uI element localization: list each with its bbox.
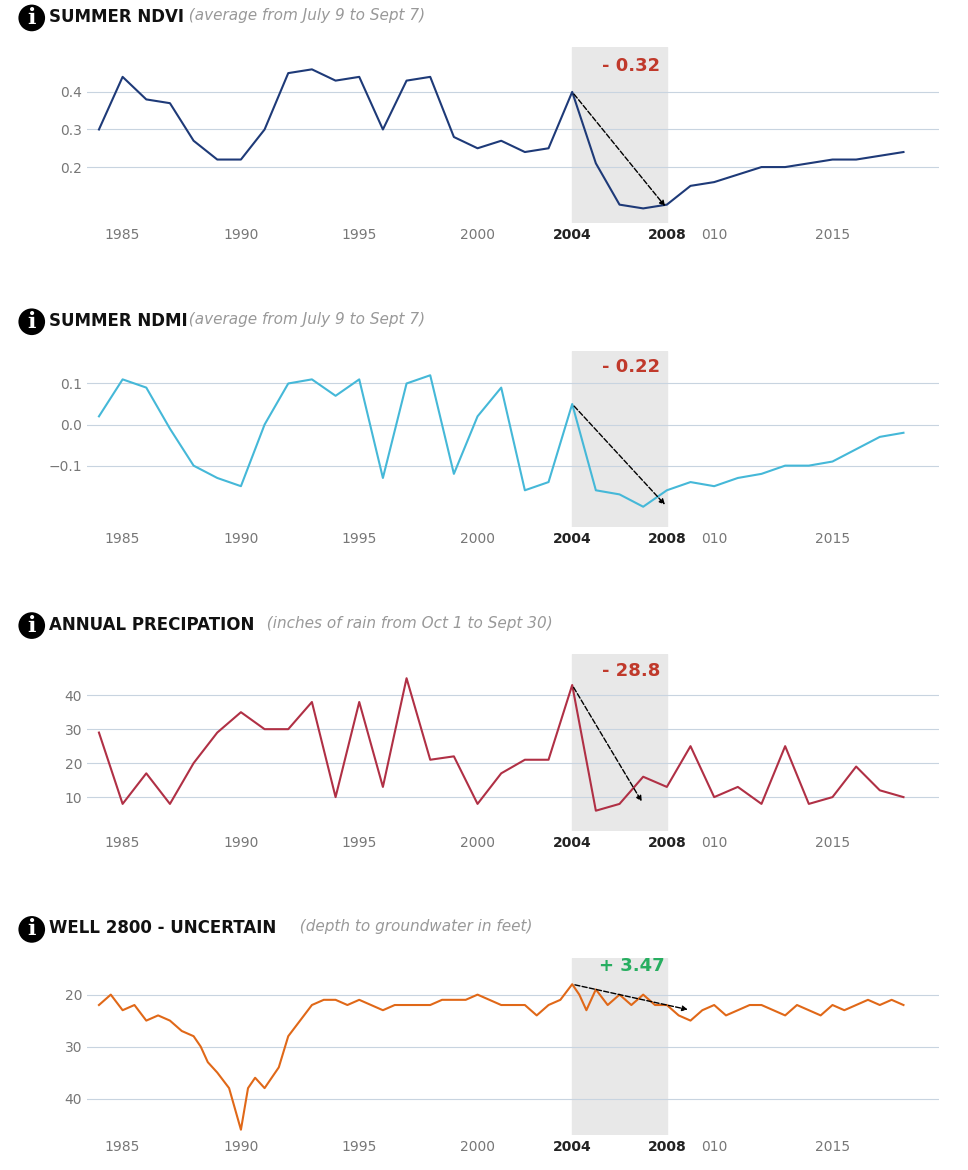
Text: SUMMER NDMI: SUMMER NDMI (48, 311, 188, 330)
Text: (average from July 9 to Sept 7): (average from July 9 to Sept 7) (179, 311, 425, 326)
Text: ℹ: ℹ (27, 920, 36, 940)
Text: - 28.8: - 28.8 (602, 662, 660, 681)
Text: (depth to groundwater in feet): (depth to groundwater in feet) (289, 920, 532, 935)
Text: (average from July 9 to Sept 7): (average from July 9 to Sept 7) (179, 8, 425, 23)
Bar (572, 654, 667, 831)
Bar (572, 351, 667, 528)
Text: SUMMER NDVI: SUMMER NDVI (48, 8, 184, 26)
Text: - 0.32: - 0.32 (602, 56, 660, 75)
Bar (572, 958, 667, 1135)
Text: ℹ: ℹ (27, 8, 36, 28)
Text: ℹ: ℹ (27, 311, 36, 332)
Text: ℹ: ℹ (27, 615, 36, 635)
Text: ANNUAL PRECIPATION: ANNUAL PRECIPATION (48, 615, 255, 634)
Text: - 0.22: - 0.22 (602, 358, 660, 376)
Text: (inches of rain from Oct 1 to Sept 30): (inches of rain from Oct 1 to Sept 30) (257, 615, 553, 631)
Text: WELL 2800 - UNCERTAIN: WELL 2800 - UNCERTAIN (48, 920, 276, 937)
Text: + 3.47: + 3.47 (598, 957, 664, 975)
Bar (572, 47, 667, 223)
